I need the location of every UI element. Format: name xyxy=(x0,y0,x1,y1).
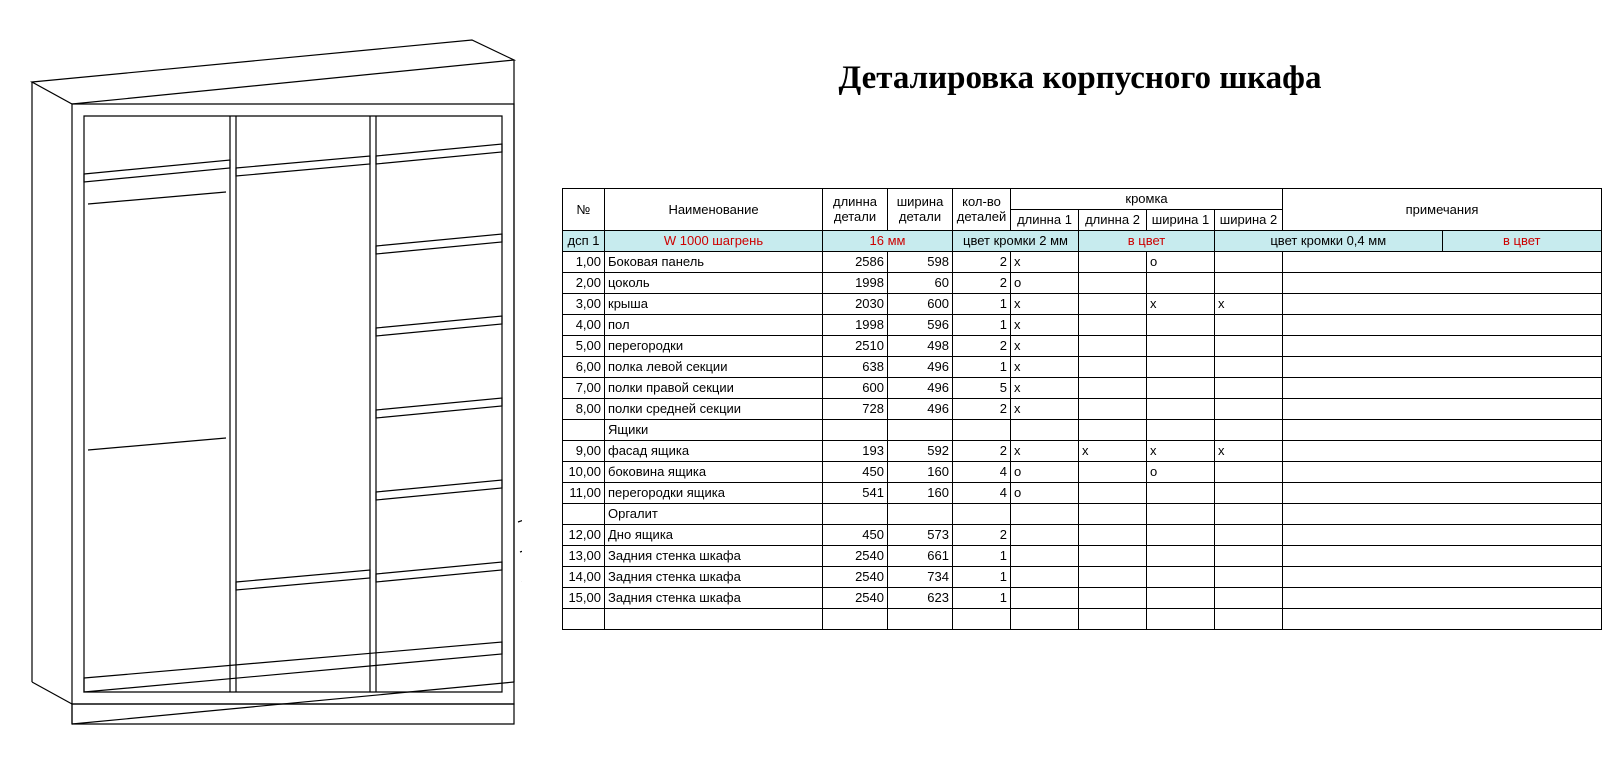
table-row: 14,00Задния стенка шкафа25407341 xyxy=(563,567,1602,588)
table-row: 1,00Боковая панель25865982xo xyxy=(563,252,1602,273)
mat-color2: в цвет xyxy=(1442,231,1601,252)
table-row: 13,00Задния стенка шкафа25406611 xyxy=(563,546,1602,567)
page-title: Деталировка корпусного шкафа xyxy=(560,60,1600,97)
table-row: 2,00цоколь1998602o xyxy=(563,273,1602,294)
cabinet-3d-drawing xyxy=(12,22,522,742)
th-len: длиннадетали xyxy=(823,189,888,231)
mat-color: в цвет xyxy=(1079,231,1215,252)
mat-material: W 1000 шагрень xyxy=(605,231,823,252)
mat-thickness: 16 мм xyxy=(823,231,953,252)
table-row: 7,00полки правой секции6004965x xyxy=(563,378,1602,399)
table-row: 6,00полка левой секции6384961x xyxy=(563,357,1602,378)
th-w1: ширина 1 xyxy=(1147,210,1215,231)
table-row: Ящики xyxy=(563,420,1602,441)
table-row: 15,00Задния стенка шкафа25406231 xyxy=(563,588,1602,609)
th-edge-group: кромка xyxy=(1011,189,1283,210)
mat-edge2: цвет кромки 2 мм xyxy=(953,231,1079,252)
table-row: 3,00крыша20306001xxx xyxy=(563,294,1602,315)
table-row xyxy=(563,609,1602,630)
table-row: Оргалит xyxy=(563,504,1602,525)
table-row: 10,00боковина ящика4501604oo xyxy=(563,462,1602,483)
table-row: 11,00перегородки ящика5411604o xyxy=(563,483,1602,504)
th-wid: ширинадетали xyxy=(888,189,953,231)
th-name: Наименование xyxy=(605,189,823,231)
table-row: 5,00перегородки25104982x xyxy=(563,336,1602,357)
parts-table: № Наименование длиннадетали ширинадетали… xyxy=(562,188,1602,630)
th-w2: ширина 2 xyxy=(1215,210,1283,231)
table-row: 9,00фасад ящика1935922xxxx xyxy=(563,441,1602,462)
table-row: 8,00полки средней секции7284962x xyxy=(563,399,1602,420)
table-row: 4,00пол19985961x xyxy=(563,315,1602,336)
material-row: дсп 1 W 1000 шагрень 16 мм цвет кромки 2… xyxy=(563,231,1602,252)
th-notes: примечания xyxy=(1283,189,1602,231)
th-d1: длинна 1 xyxy=(1011,210,1079,231)
mat-label: дсп 1 xyxy=(563,231,605,252)
mat-edge04: цвет кромки 0,4 мм xyxy=(1215,231,1443,252)
th-num: № xyxy=(563,189,605,231)
th-d2: длинна 2 xyxy=(1079,210,1147,231)
table-row: 12,00Дно ящика4505732 xyxy=(563,525,1602,546)
th-qty: кол-водеталей xyxy=(953,189,1011,231)
